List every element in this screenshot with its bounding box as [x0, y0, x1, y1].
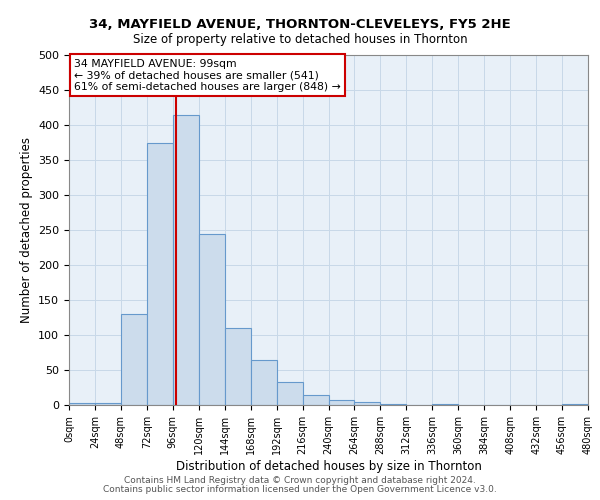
Bar	[329, 400, 355, 405]
Bar	[302, 394, 329, 405]
Bar	[225, 328, 251, 405]
Bar	[355, 402, 380, 405]
Bar	[199, 234, 224, 405]
Bar	[121, 314, 147, 405]
Text: 34 MAYFIELD AVENUE: 99sqm
← 39% of detached houses are smaller (541)
61% of semi: 34 MAYFIELD AVENUE: 99sqm ← 39% of detac…	[74, 58, 341, 92]
Bar	[147, 142, 173, 405]
Bar	[173, 114, 199, 405]
X-axis label: Distribution of detached houses by size in Thornton: Distribution of detached houses by size …	[176, 460, 481, 472]
Bar	[251, 360, 277, 405]
Bar	[432, 404, 458, 405]
Text: Contains HM Land Registry data © Crown copyright and database right 2024.: Contains HM Land Registry data © Crown c…	[124, 476, 476, 485]
Bar	[277, 382, 302, 405]
Y-axis label: Number of detached properties: Number of detached properties	[20, 137, 32, 323]
Text: Size of property relative to detached houses in Thornton: Size of property relative to detached ho…	[133, 32, 467, 46]
Bar	[69, 403, 95, 405]
Bar	[380, 404, 406, 405]
Bar	[95, 403, 121, 405]
Bar	[562, 404, 588, 405]
Text: Contains public sector information licensed under the Open Government Licence v3: Contains public sector information licen…	[103, 485, 497, 494]
Text: 34, MAYFIELD AVENUE, THORNTON-CLEVELEYS, FY5 2HE: 34, MAYFIELD AVENUE, THORNTON-CLEVELEYS,…	[89, 18, 511, 30]
